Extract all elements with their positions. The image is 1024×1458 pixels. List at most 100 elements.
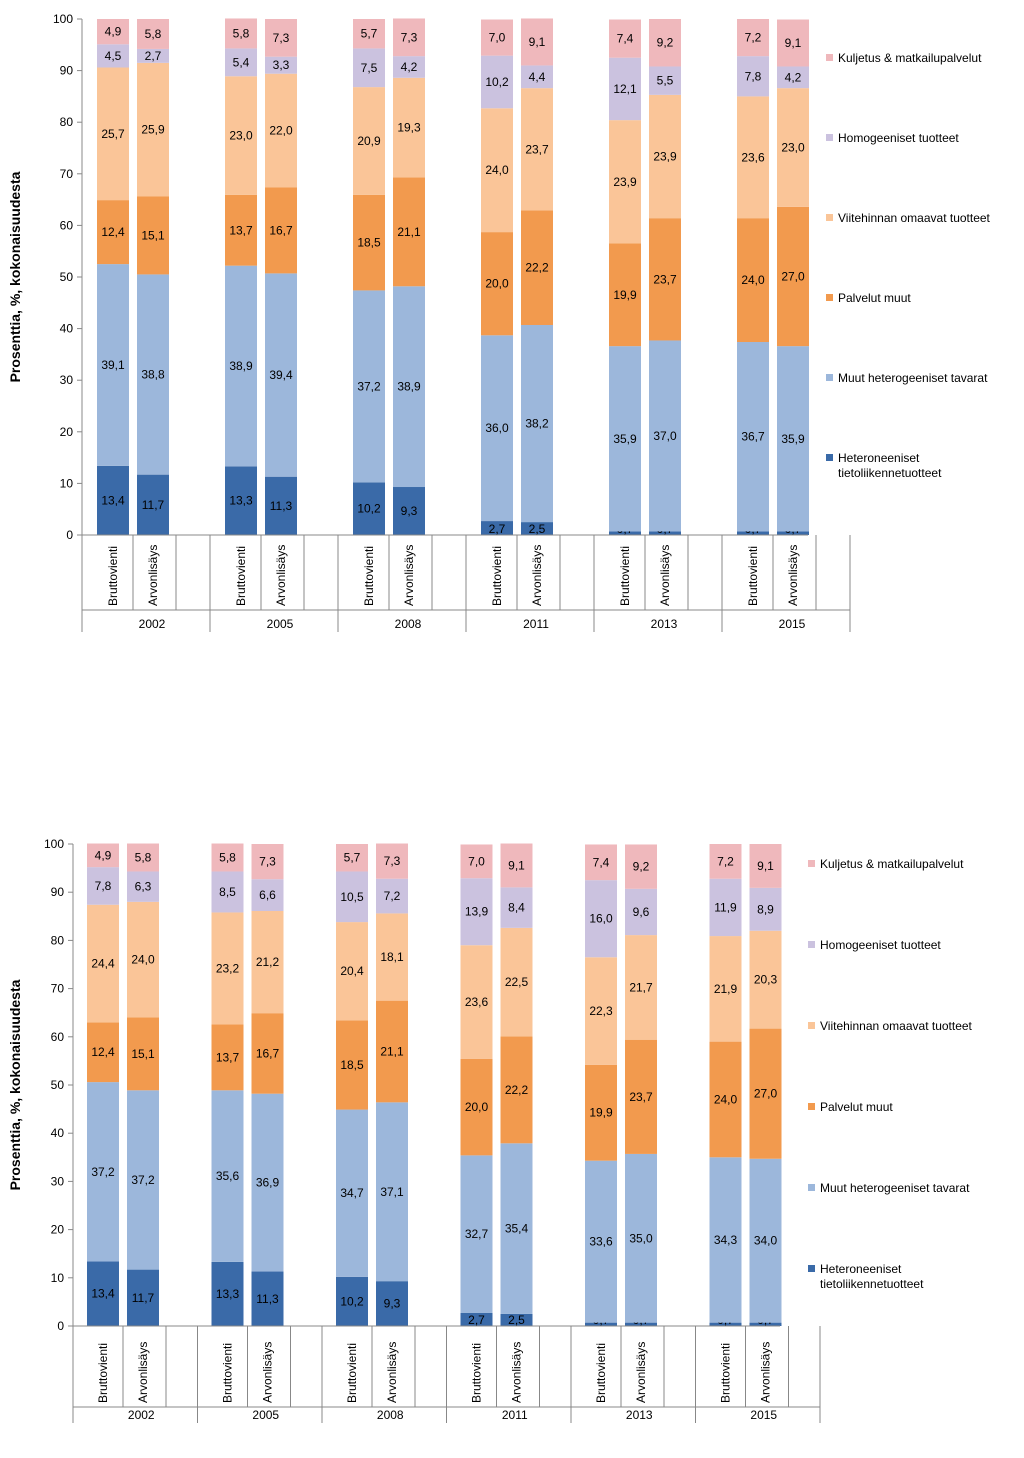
bar-segment — [137, 19, 169, 49]
data-label: 12,4 — [91, 1045, 115, 1059]
data-label: 36,9 — [256, 1176, 280, 1190]
data-label: 19,9 — [589, 1106, 613, 1120]
bar-segment — [127, 1269, 159, 1326]
data-label: 23,9 — [653, 150, 677, 164]
data-label: 39,1 — [101, 358, 125, 372]
data-label: 24,0 — [485, 163, 509, 177]
bar-segment — [353, 48, 385, 88]
data-label: 11,9 — [714, 900, 737, 914]
y-tick-label: 0 — [57, 1319, 64, 1333]
bar-segment — [251, 844, 284, 880]
bar-segment — [609, 346, 641, 532]
category-label: Bruttovienti — [719, 1343, 733, 1403]
bar-segment — [521, 65, 553, 89]
bar-segment — [709, 936, 742, 1042]
data-label: 24,0 — [741, 273, 765, 287]
category-label: Bruttovienti — [594, 1343, 608, 1403]
bar-segment — [521, 210, 553, 325]
data-label: 11,7 — [142, 498, 165, 512]
bar-segment — [251, 1093, 284, 1272]
bar-segment — [251, 1013, 284, 1094]
category-label: Bruttovienti — [746, 546, 760, 606]
year-label: 2015 — [750, 1408, 777, 1422]
bar-segment — [265, 56, 297, 74]
data-label: 27,0 — [754, 1087, 778, 1101]
bar-segment — [737, 19, 769, 57]
bar-segment — [521, 324, 553, 523]
year-label: 2011 — [502, 1408, 528, 1422]
bar-segment — [336, 844, 368, 872]
legend-swatch — [826, 294, 833, 301]
year-label: 2015 — [779, 617, 806, 631]
data-label: 23,7 — [653, 272, 677, 286]
bar-segment — [353, 290, 385, 483]
bar-segment — [97, 264, 129, 466]
y-tick-label: 90 — [51, 885, 65, 899]
year-label: 2005 — [267, 617, 294, 631]
bar-segment — [265, 73, 297, 188]
legend-label: Muut heterogeeniset tavarat — [820, 1181, 970, 1195]
bar-segment — [709, 878, 742, 937]
bar-segment — [87, 1261, 119, 1326]
data-label: 4,9 — [95, 848, 112, 862]
data-label: 38,8 — [141, 368, 165, 382]
data-label: 7,3 — [401, 30, 418, 44]
data-label: 7,4 — [593, 855, 610, 869]
bar-segment — [609, 19, 641, 58]
data-label: 16,7 — [256, 1046, 280, 1060]
bar-segment — [225, 18, 257, 49]
category-label: Bruttovienti — [345, 1343, 359, 1403]
bar-segment — [336, 1020, 368, 1110]
legend-label: tietoliikennetuotteet — [838, 466, 942, 480]
bar-segment — [649, 94, 681, 219]
data-label: 13,4 — [101, 493, 125, 507]
data-label: 7,2 — [384, 889, 401, 903]
y-tick-label: 100 — [53, 12, 73, 26]
legend-swatch — [808, 860, 815, 867]
data-label: 5,5 — [657, 74, 674, 88]
data-label: 23,7 — [629, 1090, 653, 1104]
bar-segment — [127, 843, 159, 872]
legend-label: tietoliikennetuotteet — [820, 1277, 924, 1291]
bar-segment — [649, 340, 681, 532]
data-label: 13,3 — [216, 1287, 240, 1301]
legend-swatch — [808, 1184, 815, 1191]
bar-segment — [500, 887, 533, 928]
bar-segment — [500, 1313, 533, 1326]
legend-label: Viitehinnan omaavat tuotteet — [838, 211, 991, 225]
bar-segment — [376, 913, 408, 1001]
data-label: 2,7 — [145, 49, 162, 63]
category-label: Arvonlisäys — [786, 545, 800, 606]
data-label: 12,4 — [101, 225, 125, 239]
year-label: 2005 — [252, 1408, 279, 1422]
legend-label: Kuljetus & matkailupalvelut — [838, 51, 982, 65]
data-label: 2,5 — [529, 522, 546, 536]
bar-segment — [393, 56, 425, 78]
data-label: 21,7 — [629, 980, 653, 994]
y-tick-label: 70 — [51, 982, 65, 996]
bar-segment — [777, 346, 809, 532]
data-label: 35,0 — [629, 1231, 653, 1245]
bar-segment — [211, 1024, 244, 1091]
data-label: 3,3 — [273, 58, 290, 72]
data-label: 22,3 — [589, 1004, 613, 1018]
y-axis-title: Prosenttia, %, kokonaisuudesta — [7, 979, 23, 1190]
stacked-bar-chart-top: 0 10 20 30 40 50 60 70 80 90 100 Prosenttia, %, kok… — [7, 12, 991, 632]
category-label: Arvonlisäys — [759, 1342, 773, 1403]
data-label: 9,2 — [633, 860, 650, 874]
y-tick-label: 40 — [60, 322, 74, 336]
bar-segment — [460, 945, 493, 1059]
year-label: 2002 — [128, 1408, 155, 1422]
category-label: Arvonlisäys — [146, 545, 160, 606]
y-tick-label: 80 — [60, 115, 74, 129]
legend-label: Muut heterogeeniset tavarat — [838, 371, 988, 385]
legend-swatch — [808, 1103, 815, 1110]
data-label: 5,8 — [135, 850, 152, 864]
bar-segment — [376, 878, 408, 914]
data-label: 18,5 — [340, 1058, 364, 1072]
bar-segment — [225, 48, 257, 77]
data-label: 23,0 — [781, 140, 805, 154]
bar-segment — [709, 1157, 742, 1323]
bar-segment — [393, 487, 425, 535]
data-label: 5,4 — [233, 55, 250, 69]
